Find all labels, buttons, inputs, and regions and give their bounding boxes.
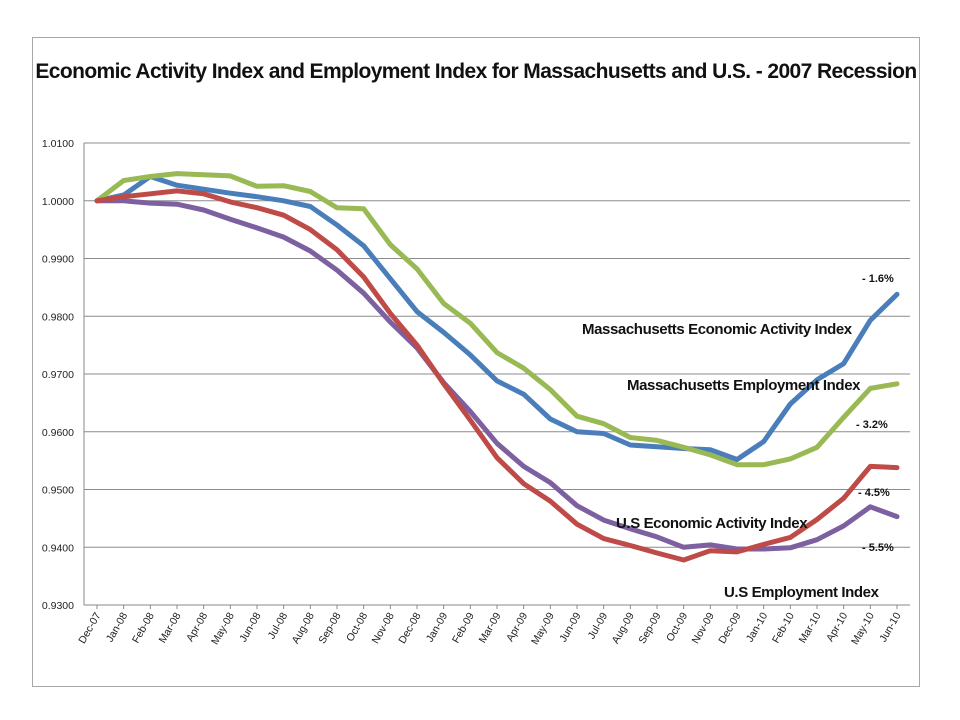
label-us-economic-activity: U.S Economic Activity Index <box>616 515 808 532</box>
y-tick-label: 0.9600 <box>42 427 74 439</box>
y-tick-label: 0.9400 <box>42 542 74 554</box>
y-tick-label: 0.9900 <box>42 254 74 266</box>
x-tick-label: Nov-08 <box>370 610 397 645</box>
x-tick-label: Jun-10 <box>877 610 904 644</box>
x-tick-label: Nov-09 <box>690 610 717 645</box>
label-ma-economic-activity: Massachusetts Economic Activity Index <box>582 321 853 338</box>
x-tick-label: Jul-09 <box>586 610 611 641</box>
x-tick-label: Jan-10 <box>744 610 771 644</box>
x-tick-label: Sep-09 <box>636 610 663 645</box>
x-tick-label: Feb-08 <box>130 610 157 645</box>
x-tick-label: Apr-08 <box>184 610 210 643</box>
x-tick-label: Sep-08 <box>316 610 343 645</box>
label-us-employment: U.S Employment Index <box>724 584 880 601</box>
pct-us-economic-activity: - 5.5% <box>862 542 894 554</box>
x-tick-label: May-10 <box>849 610 877 646</box>
y-tick-label: 0.9300 <box>42 600 74 612</box>
chart-title: Economic Activity Index and Employment I… <box>35 60 917 83</box>
series-lines <box>94 171 900 563</box>
x-tick-label: Aug-09 <box>610 610 637 645</box>
x-tick-label: Mar-09 <box>477 610 504 645</box>
x-tick-label: Aug-08 <box>290 610 317 645</box>
x-tick-label: Jan-08 <box>104 610 131 644</box>
x-tick-label: May-09 <box>529 610 557 646</box>
x-tick-label: Dec-08 <box>396 610 423 645</box>
x-tick-label: Dec-07 <box>76 610 103 645</box>
x-tick-label: Mar-08 <box>157 610 184 645</box>
x-tick-label: Dec-09 <box>716 610 743 645</box>
pct-ma-employment: - 3.2% <box>856 419 888 431</box>
x-tick-label: Oct-09 <box>664 610 690 643</box>
x-tick-label: Oct-08 <box>344 610 370 643</box>
x-tick-label: Jun-08 <box>237 610 264 644</box>
y-axis-ticks: 1.0100 1.0000 0.9900 0.9800 0.9700 0.9600 0.95… <box>42 138 74 612</box>
series-line-0 <box>94 174 900 462</box>
x-tick-label: Apr-09 <box>504 610 530 643</box>
x-tick-label: Apr-10 <box>824 610 850 643</box>
x-tick-label: Jun-09 <box>557 610 584 644</box>
x-tick-label: Jul-08 <box>266 610 291 641</box>
y-tick-label: 0.9800 <box>42 311 74 323</box>
x-tick-label: Jan-09 <box>424 610 451 644</box>
series-line-2 <box>94 198 900 552</box>
series-line-1 <box>94 171 900 468</box>
y-tick-label: 1.0000 <box>42 196 74 208</box>
x-tick-label: May-08 <box>209 610 237 646</box>
series-line-3 <box>94 188 900 563</box>
y-tick-label: 1.0100 <box>42 138 74 150</box>
x-tick-label: Feb-10 <box>770 610 797 645</box>
y-tick-label: 0.9500 <box>42 485 74 497</box>
x-tick-label: Feb-09 <box>450 610 477 645</box>
pct-ma-economic-activity: - 1.6% <box>862 273 894 285</box>
y-tick-label: 0.9700 <box>42 369 74 381</box>
pct-us-employment: - 4.5% <box>858 487 890 499</box>
label-ma-employment: Massachusetts Employment Index <box>627 377 861 394</box>
x-tick-label: Mar-10 <box>797 610 824 645</box>
